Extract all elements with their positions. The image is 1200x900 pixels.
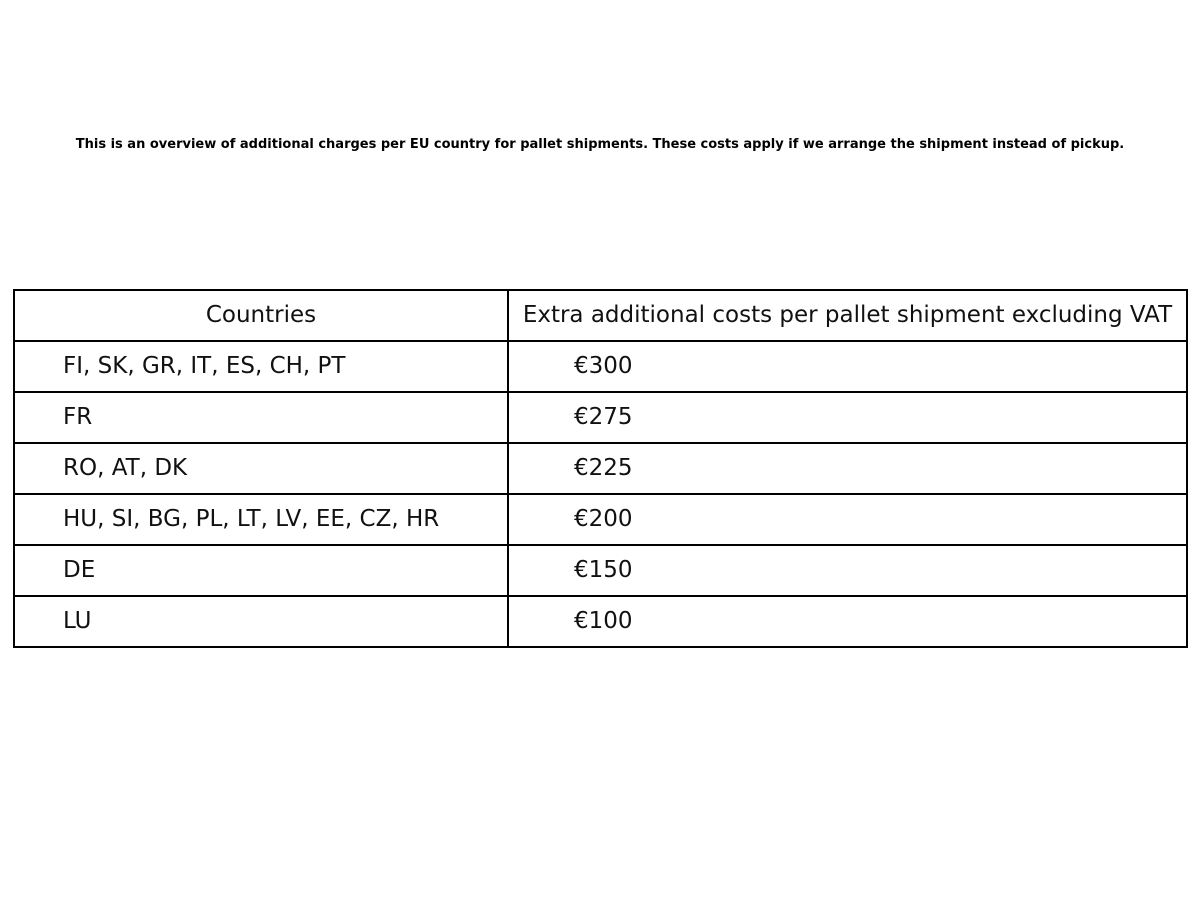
charges-table: Countries Extra additional costs per pal… (13, 289, 1188, 648)
countries-cell: RO, AT, DK (13, 442, 509, 495)
table-row: HU, SI, BG, PL, LT, LV, EE, CZ, HR €200 (13, 493, 1188, 546)
table-row: RO, AT, DK €225 (13, 442, 1188, 495)
cost-cell: €225 (507, 442, 1188, 495)
countries-cell: DE (13, 544, 509, 597)
cost-cell: €150 (507, 544, 1188, 597)
countries-cell: FR (13, 391, 509, 444)
table-row: LU €100 (13, 595, 1188, 648)
table-row: FR €275 (13, 391, 1188, 444)
cost-cell: €300 (507, 340, 1188, 393)
header-countries: Countries (13, 289, 509, 342)
header-row: Countries Extra additional costs per pal… (13, 289, 1188, 342)
intro-note: This is an overview of additional charge… (75, 137, 1125, 152)
table-row: DE €150 (13, 544, 1188, 597)
table-row: FI, SK, GR, IT, ES, CH, PT €300 (13, 340, 1188, 393)
cost-cell: €100 (507, 595, 1188, 648)
cost-cell: €200 (507, 493, 1188, 546)
header-cost: Extra additional costs per pallet shipme… (507, 289, 1188, 342)
countries-cell: FI, SK, GR, IT, ES, CH, PT (13, 340, 509, 393)
cost-cell: €275 (507, 391, 1188, 444)
countries-cell: HU, SI, BG, PL, LT, LV, EE, CZ, HR (13, 493, 509, 546)
countries-cell: LU (13, 595, 509, 648)
table-body: FI, SK, GR, IT, ES, CH, PT €300 FR €275 RO, … (13, 340, 1188, 648)
